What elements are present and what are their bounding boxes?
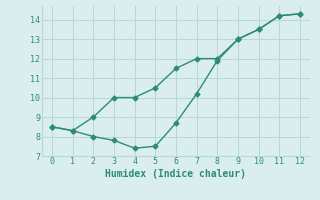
X-axis label: Humidex (Indice chaleur): Humidex (Indice chaleur) bbox=[106, 169, 246, 179]
